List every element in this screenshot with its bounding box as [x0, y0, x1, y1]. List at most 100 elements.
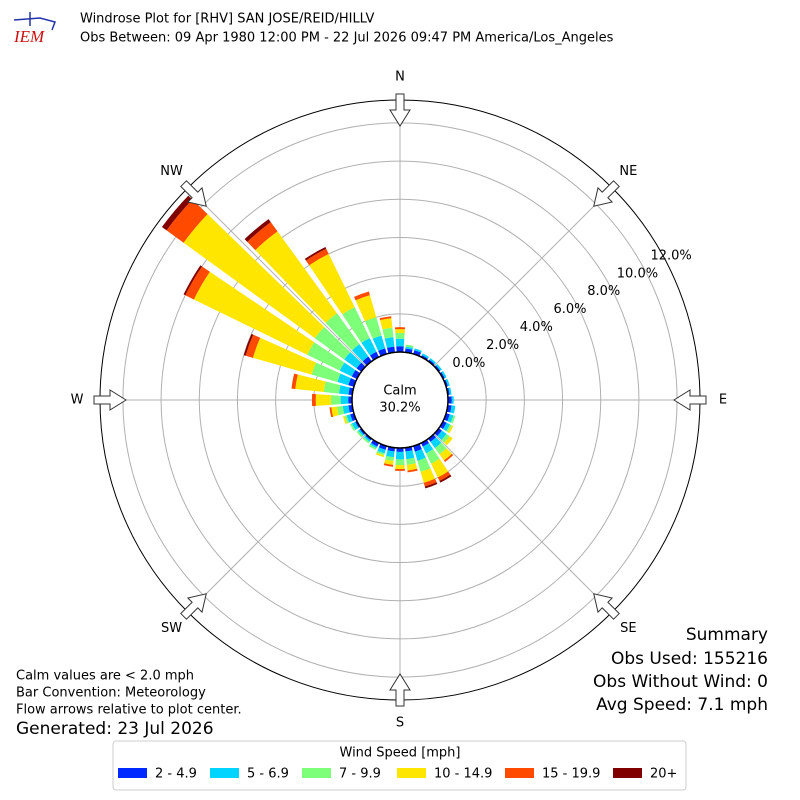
bar-segment: [387, 346, 395, 354]
legend-label: 10 - 14.9: [434, 767, 492, 782]
bar-segment: [375, 452, 385, 458]
bar-segment: [384, 459, 394, 465]
bar-segment: [441, 433, 450, 443]
legend-swatch: [505, 768, 534, 778]
summary-line: Obs Without Wind: 0: [593, 672, 768, 692]
bar-segment: [348, 396, 353, 404]
note: Bar Convention: Meteorology: [16, 686, 206, 701]
note: Calm values are < 2.0 mph: [16, 669, 194, 684]
bar-segment: [444, 436, 453, 446]
bar-segment: [405, 450, 415, 460]
compass-label: W: [71, 393, 84, 408]
bar-segment: [355, 295, 377, 322]
legend-box: [112, 740, 687, 791]
bar-segment: [451, 396, 454, 404]
note: Flow arrows relative to plot center.: [16, 703, 242, 718]
bar-segment: [342, 415, 348, 425]
bar-segment: [311, 393, 316, 407]
bar-segment: [183, 214, 325, 339]
spoke: [187, 187, 367, 367]
logo-text: IEM: [13, 27, 45, 46]
bar-segment: [351, 421, 359, 431]
summary-title: Summary: [686, 625, 768, 645]
bar-segment: [362, 356, 372, 366]
flow-arrow: [593, 593, 620, 620]
bar-segment: [307, 342, 345, 371]
compass-label: S: [396, 716, 404, 731]
chart-title: Windrose Plot for [RHV] SAN JOSE/REID/HI…: [80, 12, 374, 27]
bar-segment: [378, 443, 387, 450]
bar-segment: [361, 337, 377, 356]
legend-swatch: [397, 768, 426, 778]
bar-segment: [406, 457, 416, 465]
bar-segment: [395, 465, 405, 469]
compass-label: N: [395, 70, 405, 85]
bar-segment: [380, 318, 393, 330]
spoke: [433, 187, 613, 367]
bar-segment: [354, 291, 370, 301]
logo: IEM: [8, 8, 62, 48]
bar-segment: [407, 468, 418, 473]
bar-segment: [405, 344, 414, 348]
bar-segment: [193, 271, 315, 355]
chart-subtitle: Obs Between: 09 Apr 1980 12:00 PM - 22 J…: [80, 31, 614, 46]
bar-segment: [383, 463, 394, 467]
bar-segment: [431, 458, 449, 478]
bar-segment: [450, 405, 456, 414]
bar-segment: [252, 337, 317, 375]
compass-label: NE: [619, 164, 637, 179]
legend-label: 20+: [650, 767, 677, 782]
bar-segment: [358, 429, 365, 436]
bar-segment: [379, 316, 392, 321]
bar-segment: [305, 248, 329, 266]
bar-segment: [362, 437, 370, 444]
legend-swatch: [613, 768, 642, 778]
bar-segment: [304, 247, 327, 261]
bar-segment: [395, 332, 405, 339]
bar-segment: [359, 428, 366, 435]
bar-segment: [339, 362, 356, 377]
bar-segment: [421, 439, 429, 447]
bar-segment: [369, 351, 379, 361]
bar-segment: [434, 428, 442, 436]
bar-segment: [426, 449, 440, 464]
polar-plot: Calm 30.2% 0.0%2.0%4.0%6.0%8.0% 10.0% 12.0% N…: [71, 70, 728, 731]
bar-segment: [377, 447, 386, 454]
calm-circle: [351, 351, 449, 449]
bar-segment: [384, 337, 395, 348]
bar-segment: [356, 430, 363, 438]
r-tick-label: 8.0%: [587, 284, 620, 299]
bar-segment: [291, 373, 298, 389]
bar-segment: [309, 253, 355, 315]
bar-segment: [368, 444, 377, 451]
bar-segment: [423, 478, 437, 487]
bar-segment: [406, 463, 418, 471]
bar-segment: [183, 265, 202, 296]
r-tick-label: 4.0%: [520, 320, 553, 335]
bar-segment: [344, 352, 362, 369]
bar-segment: [329, 407, 334, 418]
bar-segment: [417, 457, 431, 472]
bar-segment: [337, 406, 345, 416]
r-tick-label: 6.0%: [553, 302, 586, 317]
bar-segment: [356, 362, 366, 372]
legend-title: Wind Speed [mph]: [340, 746, 461, 761]
r-tick-label: 10.0%: [617, 266, 658, 281]
bar-segment: [315, 394, 332, 406]
bar-segment: [447, 425, 454, 434]
bar-segment: [395, 468, 405, 471]
bar-segment: [430, 437, 442, 449]
bar-segment: [435, 364, 442, 371]
bar-segment: [385, 455, 394, 462]
flow-arrow: [93, 389, 127, 411]
bar-segment: [247, 222, 278, 251]
bar-segment: [344, 415, 350, 424]
bar-segment: [447, 396, 452, 404]
legend: Wind Speed [mph] 2 - 4.9 5 - 6.9 7 - 9.9 10…: [112, 740, 687, 791]
bar-segment: [439, 474, 452, 483]
flow-arrow: [180, 593, 207, 620]
bar-segment: [448, 387, 452, 395]
bar-segment: [443, 413, 450, 422]
bar-segment: [394, 327, 406, 330]
